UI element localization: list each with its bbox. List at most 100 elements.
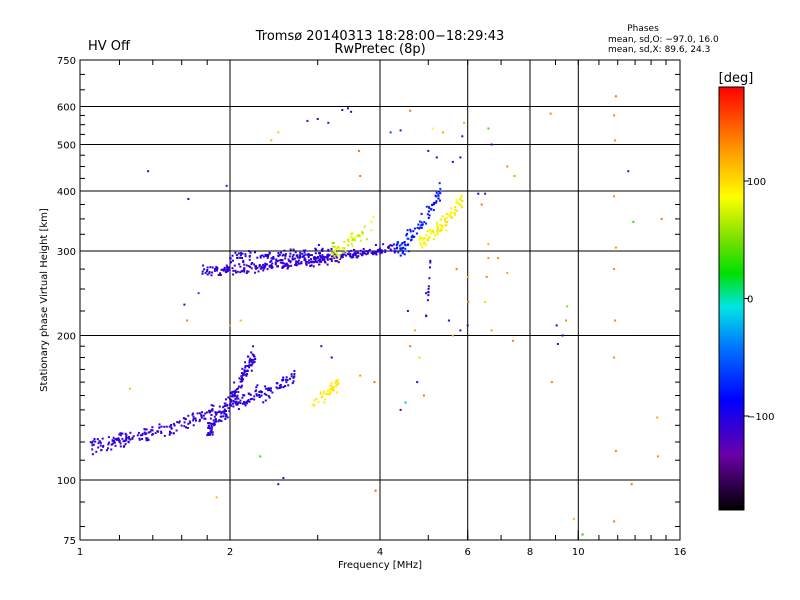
data-point: [550, 381, 553, 384]
data-point: [314, 257, 317, 260]
data-point: [248, 392, 251, 395]
data-point: [428, 207, 431, 210]
data-point: [290, 264, 293, 267]
data-point: [91, 444, 94, 447]
data-point: [395, 244, 398, 247]
data-point: [301, 255, 304, 258]
data-point: [454, 213, 456, 216]
data-point: [436, 229, 439, 232]
data-point: [393, 251, 396, 254]
data-point: [389, 248, 392, 251]
data-point: [231, 259, 234, 262]
data-point: [303, 251, 306, 254]
data-point: [207, 432, 210, 434]
data-point: [490, 329, 493, 332]
data-point: [277, 131, 280, 134]
data-point: [119, 434, 122, 437]
data-point: [214, 418, 217, 420]
data-point: [354, 239, 357, 242]
data-point: [484, 192, 487, 195]
data-point: [262, 401, 265, 404]
data-point: [361, 254, 364, 257]
data-point: [281, 254, 284, 257]
data-point: [250, 369, 253, 372]
data-point: [457, 201, 459, 204]
data-point: [132, 435, 135, 438]
data-point: [138, 437, 141, 440]
data-point: [243, 270, 246, 273]
data-point: [374, 251, 377, 254]
data-point: [231, 395, 234, 398]
data-point: [281, 267, 284, 269]
data-point: [409, 345, 412, 348]
data-point: [444, 224, 447, 227]
data-point: [229, 398, 231, 401]
data-point: [561, 334, 564, 337]
data-point: [267, 253, 270, 256]
data-point: [441, 224, 443, 227]
data-point: [183, 303, 186, 306]
data-point: [121, 432, 124, 435]
data-point: [99, 441, 102, 444]
colorbar: [719, 87, 744, 510]
data-point: [223, 266, 226, 269]
data-point: [210, 430, 212, 433]
data-point: [291, 257, 294, 260]
data-point: [291, 255, 294, 258]
data-point: [322, 255, 325, 258]
data-point: [233, 400, 236, 403]
data-point: [336, 380, 339, 383]
data-point: [91, 441, 93, 444]
data-point: [393, 247, 396, 250]
data-point: [459, 198, 462, 201]
data-point: [129, 387, 131, 390]
data-point: [244, 255, 247, 258]
y-tick-label: 100: [57, 476, 76, 487]
data-point: [112, 441, 115, 444]
data-point: [248, 250, 250, 253]
data-point: [433, 201, 436, 204]
data-point: [396, 243, 399, 246]
data-point: [352, 253, 355, 256]
data-point: [244, 253, 247, 256]
data-point: [141, 434, 144, 436]
data-point: [237, 397, 240, 400]
data-point: [359, 249, 362, 252]
data-point: [296, 256, 299, 259]
data-point: [235, 388, 238, 391]
data-point: [249, 251, 252, 254]
data-point: [203, 268, 206, 271]
data-point: [286, 267, 289, 270]
data-point: [376, 250, 379, 253]
data-point: [255, 386, 258, 389]
data-point: [487, 127, 490, 130]
data-point: [200, 416, 203, 419]
data-point: [206, 266, 209, 269]
data-point: [241, 376, 243, 379]
data-point: [420, 224, 423, 227]
data-point: [172, 432, 175, 435]
data-point: [334, 250, 336, 252]
data-point: [250, 360, 253, 363]
data-point: [283, 249, 286, 252]
data-point: [244, 366, 247, 369]
data-point: [433, 238, 435, 241]
data-point: [356, 256, 359, 259]
data-point: [458, 204, 461, 206]
data-point: [226, 267, 229, 270]
data-point: [327, 254, 330, 257]
data-point: [276, 265, 279, 268]
y-tick-label: 750: [57, 56, 76, 67]
data-point: [377, 250, 380, 253]
data-point: [389, 131, 392, 134]
data-point: [416, 381, 419, 384]
data-point: [127, 436, 130, 438]
data-point: [125, 435, 128, 438]
data-point: [321, 247, 324, 250]
data-point: [271, 391, 274, 394]
data-point: [175, 429, 178, 432]
data-point: [241, 367, 244, 370]
data-point: [400, 243, 403, 246]
data-point: [378, 247, 381, 250]
data-point: [243, 269, 246, 272]
